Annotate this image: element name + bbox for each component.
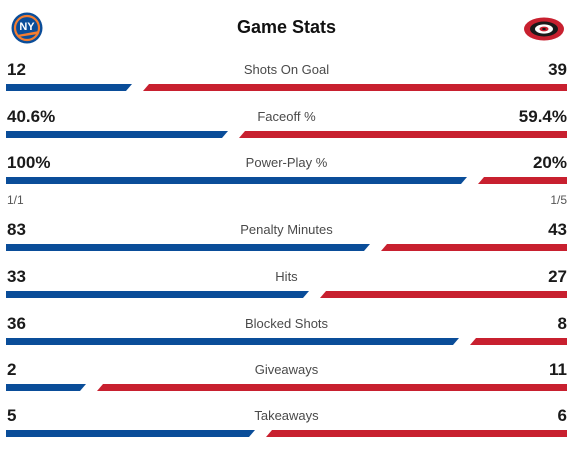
stat-row-power-play-pct: 100% Power-Play % 20% 1/1 1/5 xyxy=(0,153,573,207)
left-team-value: 5 xyxy=(7,406,17,425)
right-team-bar xyxy=(143,84,567,91)
stat-row-blocked-shots: 36 Blocked Shots 8 xyxy=(0,314,573,360)
left-team-value: 83 xyxy=(7,220,26,239)
islanders-logo-icon: NY xyxy=(11,12,43,44)
page-title: Game Stats xyxy=(236,17,337,37)
right-team-value: 27 xyxy=(548,267,567,286)
stat-row-takeaways: 5 Takeaways 6 xyxy=(0,406,573,452)
stat-label: Blocked Shots xyxy=(244,316,329,331)
stat-comparison-bar xyxy=(6,131,567,138)
stat-label: Penalty Minutes xyxy=(240,222,333,237)
right-team-value: 8 xyxy=(557,314,567,333)
stat-comparison-bar xyxy=(6,244,567,251)
left-team-value: 12 xyxy=(7,60,26,79)
right-power-play-fraction: 1/5 xyxy=(550,193,567,207)
stat-row-penalty-minutes: 83 Penalty Minutes 43 xyxy=(0,220,573,266)
left-team-bar xyxy=(6,338,459,345)
hurricanes-logo-icon xyxy=(524,17,564,41)
stat-label: Giveaways xyxy=(254,362,319,377)
left-team-value: 33 xyxy=(7,267,26,286)
stat-label: Takeaways xyxy=(254,408,319,423)
stat-comparison-bar xyxy=(6,384,567,391)
right-team-bar xyxy=(470,338,567,345)
stat-row-faceoff-pct: 40.6% Faceoff % 59.4% xyxy=(0,107,573,153)
right-team-bar xyxy=(381,244,567,251)
right-team-bar xyxy=(97,384,567,391)
left-team-value: 100% xyxy=(7,153,51,172)
right-team-value: 6 xyxy=(557,406,567,425)
right-team-bar xyxy=(478,177,567,184)
left-team-bar xyxy=(6,430,255,437)
right-team-value: 43 xyxy=(548,220,567,239)
stat-comparison-bar xyxy=(6,338,567,345)
svg-text:NY: NY xyxy=(19,21,35,33)
right-team-bar xyxy=(266,430,567,437)
left-team-bar xyxy=(6,131,228,138)
right-team-value: 20% xyxy=(532,153,567,172)
right-team-value: 59.4% xyxy=(518,107,567,126)
stat-label: Power-Play % xyxy=(245,155,328,170)
left-team-bar xyxy=(6,244,370,251)
stat-comparison-bar xyxy=(6,430,567,437)
right-team-bar xyxy=(320,291,567,298)
game-stats-header: NY Game Stats xyxy=(0,0,573,56)
left-team-value: 2 xyxy=(7,360,17,379)
right-team-value: 11 xyxy=(549,360,567,379)
left-team-bar xyxy=(6,384,86,391)
left-team-bar xyxy=(6,84,132,91)
left-team-value: 36 xyxy=(7,314,26,333)
stat-row-hits: 33 Hits 27 xyxy=(0,267,573,313)
left-team-bar xyxy=(6,177,467,184)
left-team-bar xyxy=(6,291,309,298)
right-team-bar xyxy=(239,131,567,138)
left-power-play-fraction: 1/1 xyxy=(7,193,24,207)
stat-label: Faceoff % xyxy=(257,109,316,124)
stat-comparison-bar xyxy=(6,291,567,298)
stat-label: Shots On Goal xyxy=(243,62,330,77)
stat-label: Hits xyxy=(275,269,298,284)
stat-comparison-bar xyxy=(6,177,567,184)
stat-comparison-bar xyxy=(6,84,567,91)
stat-row-giveaways: 2 Giveaways 11 xyxy=(0,360,573,406)
stat-row-shots-on-goal: 12 Shots On Goal 39 xyxy=(0,60,573,106)
left-team-value: 40.6% xyxy=(7,107,56,126)
right-team-value: 39 xyxy=(548,60,567,79)
